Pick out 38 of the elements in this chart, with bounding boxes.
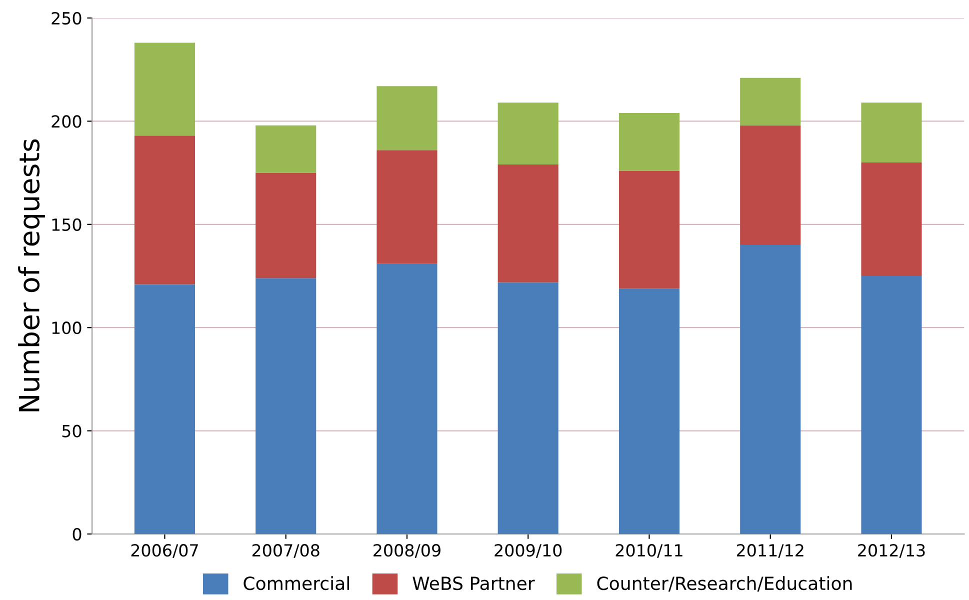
- y-tick-label: 50: [62, 424, 82, 438]
- x-tick-label: 2011/12: [736, 544, 804, 558]
- bar: [740, 125, 801, 246]
- x-tick-label: 2012/13: [858, 544, 925, 558]
- bar: [376, 264, 438, 534]
- bar: [134, 136, 196, 284]
- bar: [256, 278, 316, 534]
- bar: [618, 288, 680, 534]
- y-tick-label: 0: [72, 528, 82, 541]
- bar: [498, 164, 558, 282]
- bar: [861, 276, 922, 534]
- y-tick-label: 250: [52, 12, 82, 25]
- y-axis-title: Number of requests: [18, 139, 45, 412]
- bar: [618, 112, 680, 171]
- bar: [134, 284, 196, 534]
- bar: [256, 125, 316, 173]
- legend-label: Counter/Research/Education: [597, 576, 852, 592]
- legend-label: Commercial: [244, 576, 349, 590]
- bar: [376, 86, 438, 150]
- x-tick-label: 2006/07: [131, 544, 198, 558]
- bar: [256, 172, 316, 278]
- x-tick-label: 2008/09: [374, 544, 440, 558]
- bar: [740, 245, 801, 534]
- x-tick-label: 2009/10: [494, 544, 562, 558]
- x-tick-label: 2010/11: [616, 544, 682, 558]
- y-tick-label: 150: [52, 218, 82, 231]
- legend-label: WeBS Partner: [412, 576, 535, 590]
- bar: [498, 102, 558, 165]
- bar: [618, 170, 680, 288]
- y-tick-label: 100: [52, 322, 82, 334]
- bar: [134, 42, 196, 136]
- bar: [740, 78, 801, 126]
- bar: [376, 150, 438, 264]
- x-tick-label: 2007/08: [252, 544, 320, 558]
- bar: [861, 162, 922, 276]
- bar: [861, 102, 922, 162]
- bar: [498, 282, 558, 534]
- y-tick-label: 200: [52, 115, 82, 128]
